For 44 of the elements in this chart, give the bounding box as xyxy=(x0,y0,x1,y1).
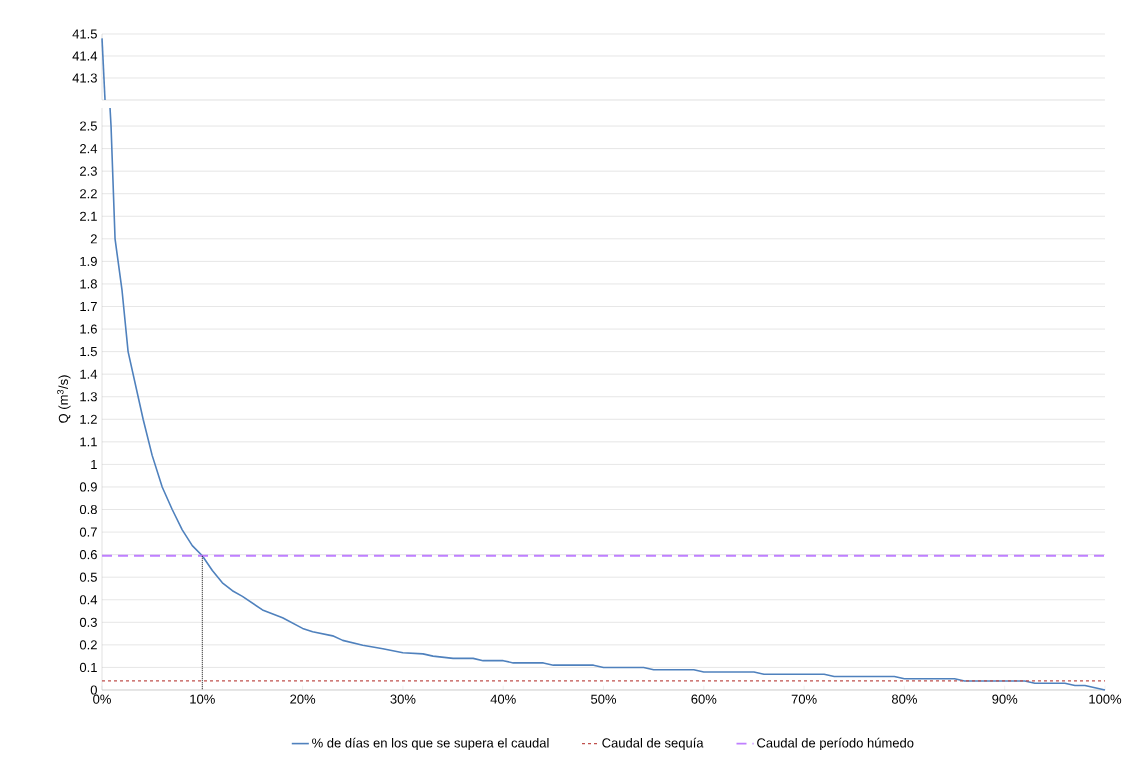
y-tick-label: 1.4 xyxy=(80,369,98,379)
legend-label: Caudal de sequía xyxy=(602,737,704,751)
y-tick-label: 2.1 xyxy=(80,211,97,221)
y-tick-label: 0.4 xyxy=(79,595,98,605)
x-tick-label: 80% xyxy=(891,694,917,704)
y-tick-label: 1.5 xyxy=(80,347,97,357)
x-tick-label: 10% xyxy=(190,694,215,704)
x-tick-label: 70% xyxy=(791,694,817,704)
y-tick-label: 1.9 xyxy=(80,256,97,266)
x-tick-label: 90% xyxy=(992,694,1018,704)
y-tick-label: 0.8 xyxy=(79,504,97,515)
x-tick-label: 60% xyxy=(691,694,717,704)
y-tick-label: 0 xyxy=(90,685,97,695)
y-tick-label: 0.2 xyxy=(79,640,97,650)
x-tick-label: 40% xyxy=(490,694,516,704)
x-tick-label: 30% xyxy=(390,694,416,704)
x-tick-label: 20% xyxy=(290,694,316,704)
y-tick-label: 1.7 xyxy=(80,302,97,311)
y-tick-label: 0.6 xyxy=(79,550,97,560)
y-tick-label: 1 xyxy=(91,459,97,469)
x-tick-label: 0% xyxy=(93,694,111,704)
y-axis-title: Q (m$^{3}$/s) xyxy=(57,375,71,423)
y-tick-label: 41.3 xyxy=(72,73,97,83)
y-tick-label: 2.4 xyxy=(80,144,98,154)
x-tick-label: 100% xyxy=(1089,694,1122,704)
y-tick-label: 0.9 xyxy=(79,482,97,492)
y-tick-label: 1.2 xyxy=(80,414,97,424)
y-tick-label: 0.7 xyxy=(79,527,97,537)
y-tick-label: 1.8 xyxy=(80,279,97,289)
y-tick-label: 41.4 xyxy=(72,51,98,61)
y-tick-label: 1.3 xyxy=(80,392,97,402)
y-tick-label: 2.2 xyxy=(80,189,97,199)
y-tick-label: 41.5 xyxy=(72,29,97,39)
y-tick-label: 0.1 xyxy=(79,662,97,673)
y-tick-label: 2.5 xyxy=(80,121,97,131)
legend-label: % de días en los que se supera el caudal xyxy=(312,737,549,751)
y-tick-label: 0.3 xyxy=(79,617,97,627)
y-tick-label: 2.3 xyxy=(80,166,97,176)
legend-label: Caudal de período húmedo xyxy=(757,737,914,751)
x-tick-label: 50% xyxy=(591,694,617,704)
y-tick-label: 1.6 xyxy=(80,324,97,334)
y-tick-label: 2 xyxy=(90,234,97,244)
y-tick-label: 0.5 xyxy=(79,572,97,582)
y-tick-label: 1.1 xyxy=(80,437,97,447)
